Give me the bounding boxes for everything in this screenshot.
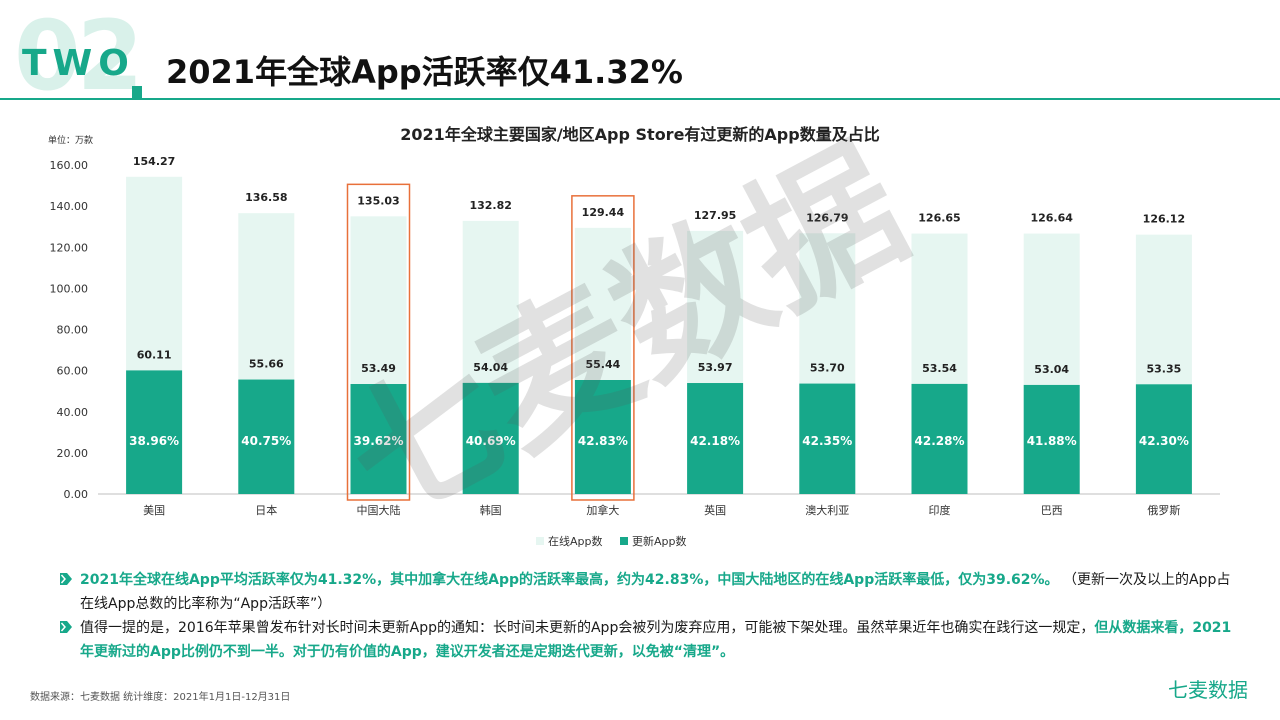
- legend-swatch-updated: [620, 537, 628, 545]
- data-source: 数据来源：七麦数据 统计维度：2021年1月1日-12月31日: [30, 692, 291, 703]
- value-label-online: 126.79: [806, 211, 848, 224]
- value-label-online: 126.65: [918, 212, 960, 225]
- note-1-text: （更新一次及以上的App占在线App总数的比率称为“App活跃率”）: [80, 572, 1231, 612]
- note-2: 值得一提的是，2016年苹果曾发布针对长时间未更新App的通知：长时间未更新的A…: [60, 616, 1240, 664]
- percent-label: 42.30%: [1139, 434, 1189, 448]
- bar-chart: 2021年全球主要国家/地区App Store有过更新的App数量及占比 单位：万…: [48, 117, 1220, 553]
- legend-label-updated: 更新App数: [632, 534, 687, 548]
- bar-updated: [350, 384, 407, 494]
- bar-updated: [238, 379, 295, 494]
- bar-updated: [1023, 384, 1080, 494]
- page-title: 2021年全球App活跃率仅41.32%: [166, 53, 683, 91]
- value-label-updated: 53.04: [1034, 363, 1069, 376]
- page-header: 02 TWO 2021年全球App活跃率仅41.32%: [0, 0, 1280, 104]
- legend-swatch-online: [536, 537, 544, 545]
- percent-label: 38.96%: [129, 434, 179, 448]
- highlight-box: [571, 195, 635, 501]
- y-tick-label: 100.00: [50, 282, 89, 295]
- percent-label: 42.35%: [802, 434, 852, 448]
- unit-label: 单位：万款: [48, 134, 93, 146]
- arrow-bullet-icon: [60, 573, 72, 585]
- x-tick-label: 巴西: [1041, 504, 1063, 517]
- arrow-bullet-icon: [60, 621, 72, 633]
- y-tick-label: 20.00: [57, 447, 89, 460]
- percent-label: 41.88%: [1027, 434, 1077, 448]
- value-label-updated: 53.35: [1147, 362, 1182, 375]
- note-1: 2021年全球在线App平均活跃率仅为41.32%，其中加拿大在线App的活跃率…: [60, 568, 1240, 616]
- x-tick-label: 英国: [704, 503, 726, 517]
- value-label-online: 154.27: [133, 155, 175, 168]
- bar-updated: [574, 380, 631, 494]
- legend-label-online: 在线App数: [548, 534, 603, 548]
- value-label-updated: 53.54: [922, 362, 957, 375]
- x-tick-label: 加拿大: [586, 503, 619, 517]
- x-tick-label: 韩国: [480, 503, 502, 517]
- x-tick-label: 俄罗斯: [1147, 504, 1180, 517]
- section-label: TWO: [22, 43, 135, 84]
- bar-updated: [126, 370, 183, 494]
- header-divider: [0, 98, 1280, 100]
- x-tick-label: 中国大陆: [357, 503, 401, 517]
- value-label-online: 129.44: [582, 206, 625, 219]
- percent-label: 42.83%: [578, 434, 628, 448]
- value-label-online: 126.64: [1030, 212, 1073, 225]
- value-label-online: 136.58: [245, 191, 287, 204]
- bar-updated: [1135, 384, 1192, 494]
- notes-section: 2021年全球在线App平均活跃率仅为41.32%，其中加拿大在线App的活跃率…: [60, 568, 1240, 664]
- bar-updated: [462, 382, 519, 494]
- percent-label: 42.18%: [690, 434, 740, 448]
- bar-updated: [799, 383, 856, 494]
- y-tick-label: 40.00: [57, 406, 89, 419]
- value-label-updated: 53.70: [810, 362, 845, 375]
- y-tick-label: 120.00: [50, 241, 89, 254]
- x-tick-label: 澳大利亚: [805, 503, 849, 517]
- x-tick-label: 美国: [143, 504, 165, 517]
- bar-updated: [911, 383, 968, 494]
- x-tick-label: 印度: [929, 503, 951, 517]
- percent-label: 39.62%: [354, 434, 404, 448]
- value-label-updated: 55.66: [249, 358, 284, 371]
- value-label-updated: 54.04: [473, 361, 508, 374]
- note-2-text: 值得一提的是，2016年苹果曾发布针对长时间未更新App的通知：长时间未更新的A…: [80, 620, 1095, 636]
- value-label-updated: 53.49: [361, 362, 396, 375]
- note-1-highlight: 2021年全球在线App平均活跃率仅为41.32%，其中加拿大在线App的活跃率…: [80, 572, 1059, 588]
- value-label-online: 132.82: [469, 199, 511, 212]
- section-number: 02: [14, 0, 144, 112]
- chart-title: 2021年全球主要国家/地区App Store有过更新的App数量及占比: [400, 125, 879, 144]
- y-tick-label: 80.00: [57, 324, 89, 337]
- percent-label: 42.28%: [915, 434, 965, 448]
- value-label-online: 127.95: [694, 209, 736, 222]
- highlight-box: [346, 183, 411, 501]
- value-label-updated: 60.11: [137, 348, 172, 361]
- y-tick-label: 160.00: [50, 159, 89, 172]
- value-label-online: 126.12: [1143, 213, 1185, 226]
- brand-logo: 七麦数据: [1168, 678, 1248, 702]
- value-label-updated: 55.44: [586, 358, 621, 371]
- y-tick-label: 0.00: [64, 488, 89, 501]
- percent-label: 40.75%: [241, 434, 291, 448]
- percent-label: 40.69%: [466, 434, 516, 448]
- value-label-updated: 53.97: [698, 361, 733, 374]
- y-tick-label: 60.00: [57, 365, 89, 378]
- y-tick-label: 140.00: [50, 200, 89, 213]
- x-tick-label: 日本: [255, 503, 277, 517]
- value-label-online: 135.03: [357, 194, 399, 207]
- note-2-highlight: 但从数据来看，2021年更新过的App比例仍不到一半。对于仍有价值的App，建议…: [80, 620, 1232, 660]
- bar-updated: [687, 383, 744, 494]
- section-label-mark: [132, 86, 142, 98]
